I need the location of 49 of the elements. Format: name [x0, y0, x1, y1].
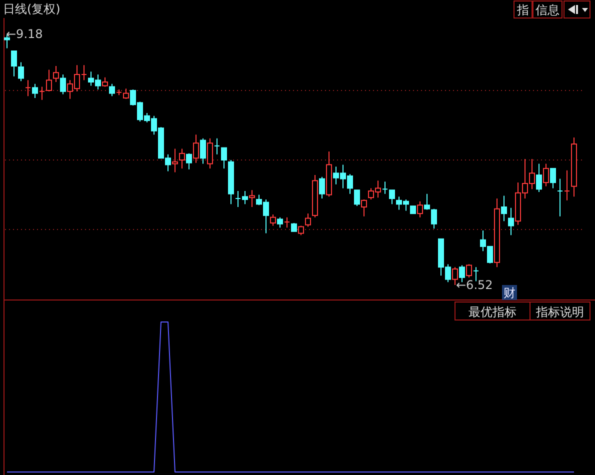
- candlestick: [46, 69, 52, 92]
- candlestick: [417, 200, 423, 218]
- candlestick: [452, 266, 458, 286]
- candlestick: [172, 148, 178, 173]
- candlestick: [221, 147, 227, 169]
- candlestick: [382, 181, 388, 194]
- candlestick: [249, 190, 255, 208]
- candlestick: [39, 86, 45, 100]
- candlestick: [473, 266, 479, 282]
- candlestick: [11, 50, 17, 77]
- candlestick: [270, 214, 276, 226]
- text: 指标说明: [535, 305, 584, 319]
- text: 指: [516, 3, 529, 17]
- candlestick: [319, 176, 325, 200]
- candlestick: [123, 88, 129, 100]
- candlestick: [557, 178, 563, 217]
- candlestick: [25, 80, 31, 97]
- annotation: ←6.52: [456, 278, 493, 292]
- candlestick: [200, 138, 206, 164]
- candlestick: [424, 193, 430, 210]
- candlestick: [53, 66, 59, 83]
- candlestick: [284, 216, 290, 228]
- candlestick: [32, 83, 38, 98]
- chart-title: 日线(复权): [3, 2, 60, 16]
- candlestick: [354, 190, 360, 207]
- annotation: ←9.18: [6, 27, 43, 41]
- candlestick: [277, 216, 283, 228]
- text: 最优指标: [468, 305, 516, 319]
- candlestick: [207, 138, 213, 169]
- candlestick: [193, 134, 199, 164]
- candlestick: [361, 198, 367, 217]
- annotation: 财: [504, 286, 516, 300]
- candlestick: [60, 74, 66, 95]
- candlestick: [179, 148, 185, 169]
- candlestick: [431, 208, 437, 230]
- candlestick: [389, 190, 395, 205]
- candlestick: [550, 168, 556, 189]
- candlestick: [109, 83, 115, 97]
- candlestick: [305, 213, 311, 228]
- candlestick: [186, 152, 192, 170]
- candlestick: [466, 264, 472, 278]
- candlestick: [564, 170, 570, 201]
- candlestick: [501, 195, 507, 222]
- candlestick: [543, 163, 549, 187]
- candlestick: [508, 207, 514, 236]
- candlestick: [214, 138, 220, 155]
- text: 信息: [536, 3, 560, 17]
- candlestick: [18, 62, 24, 82]
- candlestick: [536, 163, 542, 192]
